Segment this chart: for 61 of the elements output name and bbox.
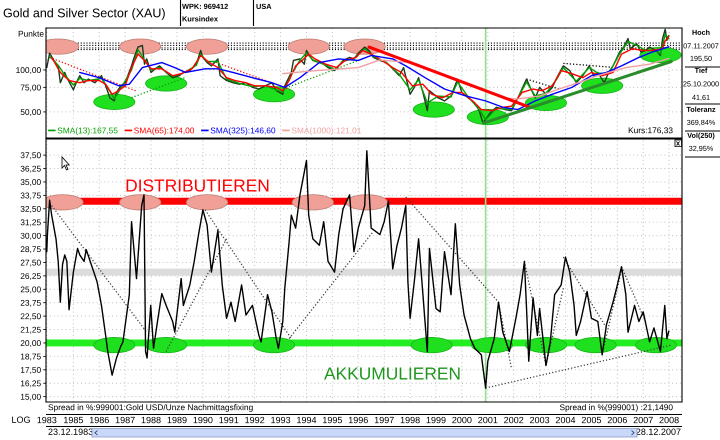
x-tick-label: 1998 xyxy=(400,416,420,424)
y-tick-label: 50,00 xyxy=(20,109,41,116)
x-tick-label: 1997 xyxy=(374,416,394,424)
y-tick-label: 17,50 xyxy=(20,366,41,374)
annotation: DISTRIBUTIEREN xyxy=(126,179,268,192)
x-tick-label: 1996 xyxy=(348,416,368,424)
x-tick-label: 1983 xyxy=(37,416,56,424)
y-tick-label: 35,00 xyxy=(20,179,41,186)
x-tick-label: 1988 xyxy=(142,416,161,424)
x-tick-label: 1994 xyxy=(297,416,316,424)
y-tick-label: 30,00 xyxy=(20,232,41,240)
x-tick-label: 1992 xyxy=(245,416,264,424)
text: LOG xyxy=(12,416,30,423)
y-tick-label: 27,50 xyxy=(20,260,41,267)
y-tick-label: 32,50 xyxy=(20,206,41,213)
legend-label: SMA(13):167,55 xyxy=(58,127,118,136)
annotation: Kurs:176,33 xyxy=(628,127,673,134)
y-tick-label: 23,75 xyxy=(20,300,41,307)
y-tick-label: 25,00 xyxy=(20,286,41,294)
text: 23.12.1983 xyxy=(48,428,93,435)
x-tick-label: 2006 xyxy=(608,416,627,424)
legend-label: SMA(65):174,00 xyxy=(134,127,194,136)
y-tick-label: 75,00 xyxy=(20,84,41,92)
y-tick-label: 28,75 xyxy=(20,246,41,254)
y-tick-label: 18,75 xyxy=(20,354,41,360)
y-tick-label: 31,25 xyxy=(20,219,41,226)
x-tick-label: 2003 xyxy=(530,416,550,424)
x-tick-label: 1985 xyxy=(64,416,84,424)
x-tick-label: 2001 xyxy=(478,416,498,424)
x-tick-label: 1987 xyxy=(116,416,135,424)
x-tick-label: 1999 xyxy=(426,416,446,424)
y-tick-label: 20,00 xyxy=(20,340,41,348)
text: 28.12.2007 xyxy=(636,428,681,435)
y-tick-label: 16,25 xyxy=(20,380,41,388)
x-tick-label: 2005 xyxy=(582,416,602,424)
y-tick-label: 22,50 xyxy=(20,313,41,320)
x-tick-label: 1986 xyxy=(90,416,109,424)
x-tick-label: 2000 xyxy=(452,416,472,424)
x-tick-label: 2008 xyxy=(660,416,679,424)
y-tick-label: 36,25 xyxy=(20,166,41,173)
x-tick-label: 1990 xyxy=(194,416,213,424)
y-tick-label: 100,00 xyxy=(16,67,41,74)
x-tick-label: 1989 xyxy=(168,416,187,424)
y-tick-label: 21,25 xyxy=(20,326,41,334)
x-tick-label: 2004 xyxy=(556,416,576,424)
y-tick-label: 33,75 xyxy=(20,192,41,200)
y-tick-label: 37,50 xyxy=(20,152,41,160)
x-tick-label: 2007 xyxy=(634,416,653,424)
y-axis-title: Punkte xyxy=(18,30,44,37)
x-tick-label: 2002 xyxy=(504,416,524,424)
text: Spread in %(999001) :21,1490 xyxy=(560,404,673,412)
x-tick-label: 1993 xyxy=(271,416,290,424)
x-tick-label: 1995 xyxy=(323,416,342,424)
x-tick-label: 1991 xyxy=(219,416,238,424)
y-tick-label: 15,00 xyxy=(20,394,41,401)
annotation: AKKUMULIEREN xyxy=(324,368,460,380)
legend-label: SMA(325):146,60 xyxy=(210,127,276,136)
chart-title: Gold and Silver Sector (XAU) xyxy=(4,8,165,20)
legend-label: SMA(1000):121,01 xyxy=(292,127,361,136)
text: Spread in %:999001:Gold USD/Unze Nachmittagsfixing xyxy=(48,404,253,412)
y-tick-label: 26,25 xyxy=(20,273,41,280)
